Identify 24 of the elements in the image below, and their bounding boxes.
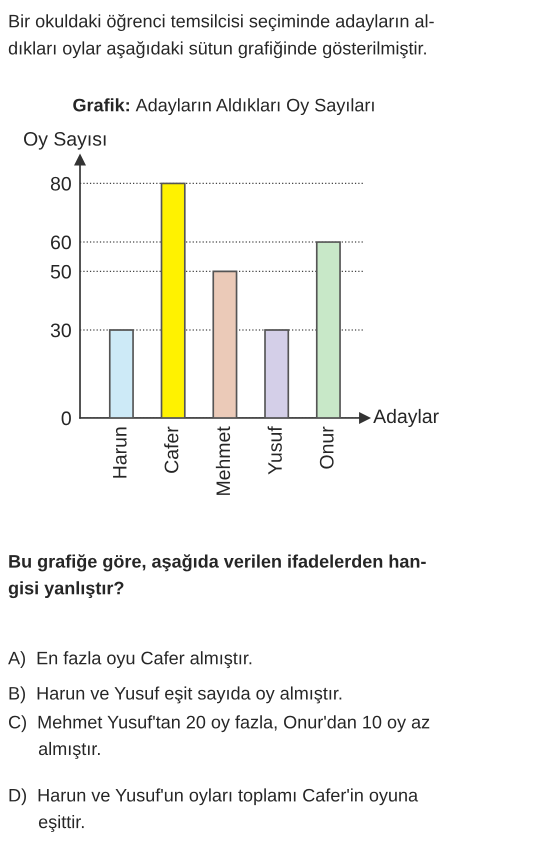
- x-axis-title: Adaylar: [373, 408, 439, 428]
- chart-title: Grafik: Adayların Aldıkları Oy Sayıları: [73, 98, 374, 116]
- y-tick-label: 0: [62, 411, 71, 426]
- text: D) Harun ve Yusuf'un oyları toplamı Cafer'in oyuna eşittir.: [10, 788, 418, 832]
- text: B) Harun ve Yusuf eşit sayıda oy almıştır.: [10, 686, 342, 704]
- x-tick-label: Harun: [113, 428, 127, 478]
- y-tick-label: 60: [51, 236, 71, 250]
- x-tick-label: Onur: [320, 426, 334, 469]
- text: Bu grafiğe göre, aşağıda verilen ifadelerden han- gisi yanlıştır?: [8, 554, 426, 598]
- y-tick-label: 30: [50, 323, 71, 338]
- x-tick-label: Yusuf: [268, 426, 282, 475]
- y-axis-title: Oy Sayısı: [24, 132, 106, 150]
- y-tick-label: 80: [50, 176, 71, 191]
- bar: [316, 241, 341, 418]
- bar: [160, 182, 186, 418]
- bar: [108, 329, 134, 418]
- text: Bir okuldaki öğrenci temsilcisi seçiminde adayların al- dıkları oylar aşağıdaki sütun grafiğinde gösterilmiştir.: [8, 14, 434, 58]
- bar: [212, 270, 238, 418]
- text: A) En fazla oyu Cafer almıştır.: [8, 651, 252, 668]
- y-tick-label: 50: [50, 264, 71, 279]
- x-tick-label: Mehmet: [216, 426, 230, 495]
- text: C) Mehmet Yusuf'tan 20 oy fazla, Onur'dan 10 oy az almıştır.: [8, 715, 430, 759]
- x-tick-label: Cafer: [164, 426, 178, 473]
- bar: [264, 329, 290, 418]
